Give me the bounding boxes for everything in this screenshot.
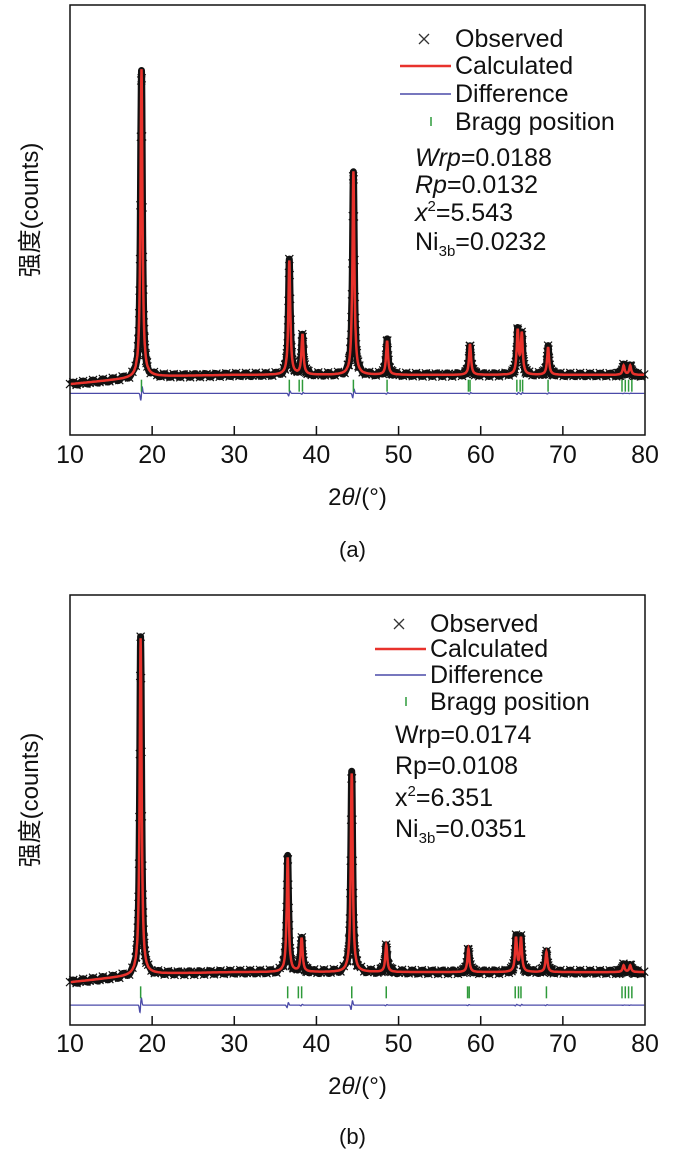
calculated-line: [69, 69, 645, 386]
stat-superscript: 2: [428, 198, 436, 215]
x-tick-label: 20: [138, 1030, 166, 1058]
legend-calculated-label: Calculated: [455, 52, 573, 80]
x-label-prefix: 2: [328, 484, 341, 511]
legend-bragg-label: Bragg position: [455, 108, 615, 136]
x-label-theta: θ: [342, 1073, 355, 1100]
stat-value: =5.543: [436, 199, 513, 227]
x-tick-label: 60: [467, 1030, 495, 1058]
legend-observed-label: Observed: [430, 610, 538, 638]
observed-markers: [65, 632, 649, 988]
x-tick-label: 50: [385, 1030, 413, 1058]
legend-difference-label: Difference: [455, 80, 569, 108]
observed-point: [173, 967, 183, 976]
stat-subscript: 3b: [439, 243, 456, 260]
stat-name: x: [395, 784, 408, 812]
x-tick-label: 80: [631, 1030, 659, 1058]
legend-observed-marker: [393, 618, 405, 630]
legend-difference-label: Difference: [430, 661, 544, 689]
plot-frame: [69, 4, 646, 436]
stat-name: Wrp: [415, 144, 461, 172]
x-tick-label: 10: [56, 1030, 84, 1058]
x-tick-label: 60: [467, 441, 495, 469]
stat-name: Ni: [415, 228, 439, 256]
fit-statistic: Rp=0.0132: [415, 171, 538, 199]
stat-value: =0.0351: [435, 815, 526, 843]
x-axis-label: 2θ/(°): [328, 484, 387, 511]
x-tick-label: 40: [303, 441, 331, 469]
observed-point: [179, 369, 188, 379]
stat-value: =6.351: [416, 784, 493, 812]
x-tick-label: 70: [549, 1030, 577, 1058]
stat-name: Wrp: [395, 721, 440, 749]
stat-value: =0.0108: [427, 752, 518, 780]
observed-point: [437, 966, 446, 976]
y-axis-label: 强度(counts): [17, 733, 44, 868]
y-axis-label: 强度(counts): [17, 143, 44, 278]
observed-point: [543, 341, 553, 351]
fit-statistic: Wrp=0.0174: [395, 721, 532, 749]
x-label-suffix: /(°): [355, 484, 387, 511]
x-tick-label: 20: [138, 441, 166, 469]
x-tick-label: 70: [549, 441, 577, 469]
fit-statistic: Wrp=0.0188: [415, 144, 552, 172]
x-tick-label: 30: [220, 441, 248, 469]
x-tick-label: 80: [631, 441, 659, 469]
stat-subscript: 3b: [419, 830, 436, 847]
legend-observed-marker: [418, 33, 430, 45]
fit-statistic: Ni3b=0.0351: [395, 815, 526, 847]
observed-point: [277, 369, 287, 378]
calculated-line: [69, 638, 645, 984]
panel-label: (b): [339, 1124, 366, 1149]
chart-panel-a: 10 20 30 40 50 60 70 802θ/(°)(a)强度(counts)Obser…: [17, 4, 659, 562]
observed-point: [284, 254, 294, 264]
fit-statistic: Ni3b=0.0232: [415, 228, 546, 260]
fit-statistic: x2=5.543: [414, 198, 513, 227]
plot-frame: [69, 594, 646, 1026]
legend-observed-label: Observed: [455, 25, 563, 53]
chart-panel-b: 10 20 30 40 50 60 70 802θ/(°)(b)强度(counts)Obser…: [17, 594, 659, 1149]
stat-name: Rp: [415, 171, 447, 199]
observed-point: [136, 632, 146, 642]
x-tick-label: 30: [220, 1030, 248, 1058]
observed-point: [313, 968, 322, 978]
x-label-theta: θ: [342, 484, 355, 511]
fit-statistic: x2=6.351: [395, 783, 493, 812]
stat-name: x: [414, 199, 429, 227]
x-label-suffix: /(°): [355, 1073, 387, 1100]
observed-point: [431, 369, 441, 378]
legend-bragg-label: Bragg position: [430, 688, 590, 716]
stat-superscript: 2: [408, 783, 416, 800]
stat-value: =0.0232: [455, 228, 546, 256]
x-tick-label: 50: [385, 441, 413, 469]
stat-value: =0.0188: [461, 144, 552, 172]
panel-label: (a): [339, 537, 366, 562]
x-tick-label: 10: [56, 441, 84, 469]
fit-statistic: Rp=0.0108: [395, 752, 518, 780]
difference-line: [70, 997, 645, 1014]
x-axis-label: 2θ/(°): [328, 1073, 387, 1100]
stat-name: Rp: [395, 752, 427, 780]
x-tick-label: 40: [303, 1030, 331, 1058]
x-label-prefix: 2: [328, 1073, 341, 1100]
stat-value: =0.0174: [440, 721, 531, 749]
stat-name: Ni: [395, 815, 419, 843]
observed-point: [569, 968, 578, 978]
legend-calculated-label: Calculated: [430, 635, 548, 663]
stat-value: =0.0132: [447, 171, 538, 199]
observed-point: [234, 371, 244, 381]
difference-line: [70, 385, 645, 401]
